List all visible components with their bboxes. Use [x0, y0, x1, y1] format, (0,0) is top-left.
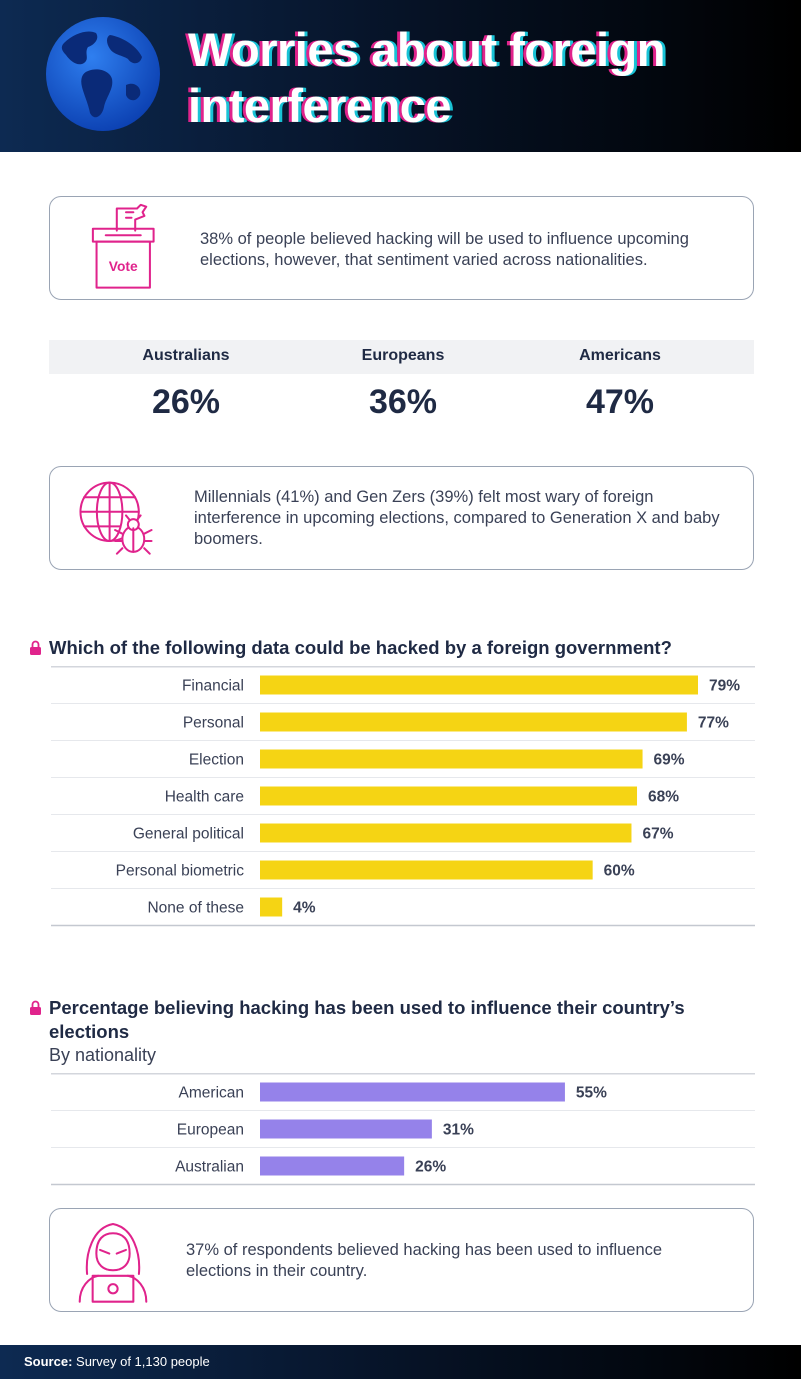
nationality-bar [260, 1119, 432, 1139]
data-type-bar [260, 712, 687, 732]
nationality-category-label: Australian [175, 1159, 244, 1176]
info-card-respondents: 37% of respondents believed hacking has … [49, 1208, 754, 1312]
lock-icon [30, 640, 41, 655]
data-type-bar [260, 786, 638, 806]
ballot-box-icon: Vote [91, 203, 155, 289]
data-type-bar [260, 675, 698, 695]
data-type-category-label: Election [189, 752, 244, 769]
nationality-value-label: 31% [443, 1122, 474, 1139]
data-type-category-label: General political [133, 826, 244, 843]
source-label: Source: [24, 1354, 73, 1369]
data-type-bar [260, 897, 283, 917]
nationality-bar [260, 1156, 405, 1176]
nationality-value-label: 26% [415, 1159, 446, 1176]
stats-header-bar [49, 340, 754, 374]
data-type-value-label: 67% [642, 826, 673, 843]
header-banner: Worries about foreign interference [0, 0, 801, 152]
stat-value-europeans: 36% [368, 383, 438, 421]
source-note: Source: Survey of 1,130 people [24, 1354, 210, 1369]
globe-icon [46, 17, 160, 131]
stat-value-australians: 26% [151, 383, 221, 421]
data-type-category-label: Financial [182, 678, 244, 695]
page-title: Worries about foreign interference [188, 23, 665, 132]
bar-chart-data-hacked: Financial 79% Personal 77% Election 69% Health… [51, 666, 755, 927]
data-type-bar [260, 823, 632, 843]
stat-label-europeans: Europeans [361, 347, 445, 364]
card-text-generations: Millennials (41%) and Gen Zers (39%) fel… [194, 488, 720, 548]
data-type-bar [260, 860, 593, 880]
globe-bug-icon [79, 481, 153, 555]
data-type-value-label: 79% [709, 678, 740, 695]
card-text-respondents: 37% of respondents believed hacking has … [186, 1241, 663, 1280]
ballot-box-label: Vote [109, 259, 138, 274]
source-text: Survey of 1,130 people [76, 1354, 210, 1369]
stat-label-americans: Americans [579, 347, 661, 364]
chart-title-nationality: Percentage believing hacking has been us… [49, 997, 685, 1042]
info-card-voting: Vote 38% of people believed hacking will… [49, 196, 754, 300]
data-type-value-label: 77% [698, 715, 729, 732]
chart-title-data-hacked: Which of the following data could be hac… [49, 637, 672, 658]
data-type-category-label: Health care [165, 789, 244, 806]
stat-label-australians: Australians [142, 347, 230, 364]
data-type-value-label: 68% [648, 789, 679, 806]
card-text-voting: 38% of people believed hacking will be u… [200, 230, 689, 269]
footer-bar: Source: Survey of 1,130 people [0, 1345, 801, 1379]
hacker-laptop-icon [78, 1222, 148, 1303]
nationality-category-label: American [179, 1085, 244, 1102]
nationality-category-label: European [177, 1122, 244, 1139]
data-type-bar [260, 749, 643, 769]
lock-icon [30, 1000, 41, 1015]
data-type-category-label: None of these [147, 900, 244, 917]
bar-chart-nationality: American 55% European 31% Australian 26% [51, 1073, 755, 1186]
data-type-category-label: Personal [183, 715, 244, 732]
data-type-category-label: Personal biometric [116, 863, 245, 880]
nationality-value-label: 55% [576, 1085, 607, 1102]
data-type-value-label: 4% [293, 900, 316, 917]
nationality-bar [260, 1082, 565, 1102]
chart-subtitle-nationality: By nationality [49, 1045, 157, 1065]
data-type-value-label: 69% [654, 752, 685, 769]
data-type-value-label: 60% [604, 863, 635, 880]
info-card-generations: Millennials (41%) and Gen Zers (39%) fel… [49, 466, 754, 570]
stat-value-americans: 47% [585, 383, 655, 421]
